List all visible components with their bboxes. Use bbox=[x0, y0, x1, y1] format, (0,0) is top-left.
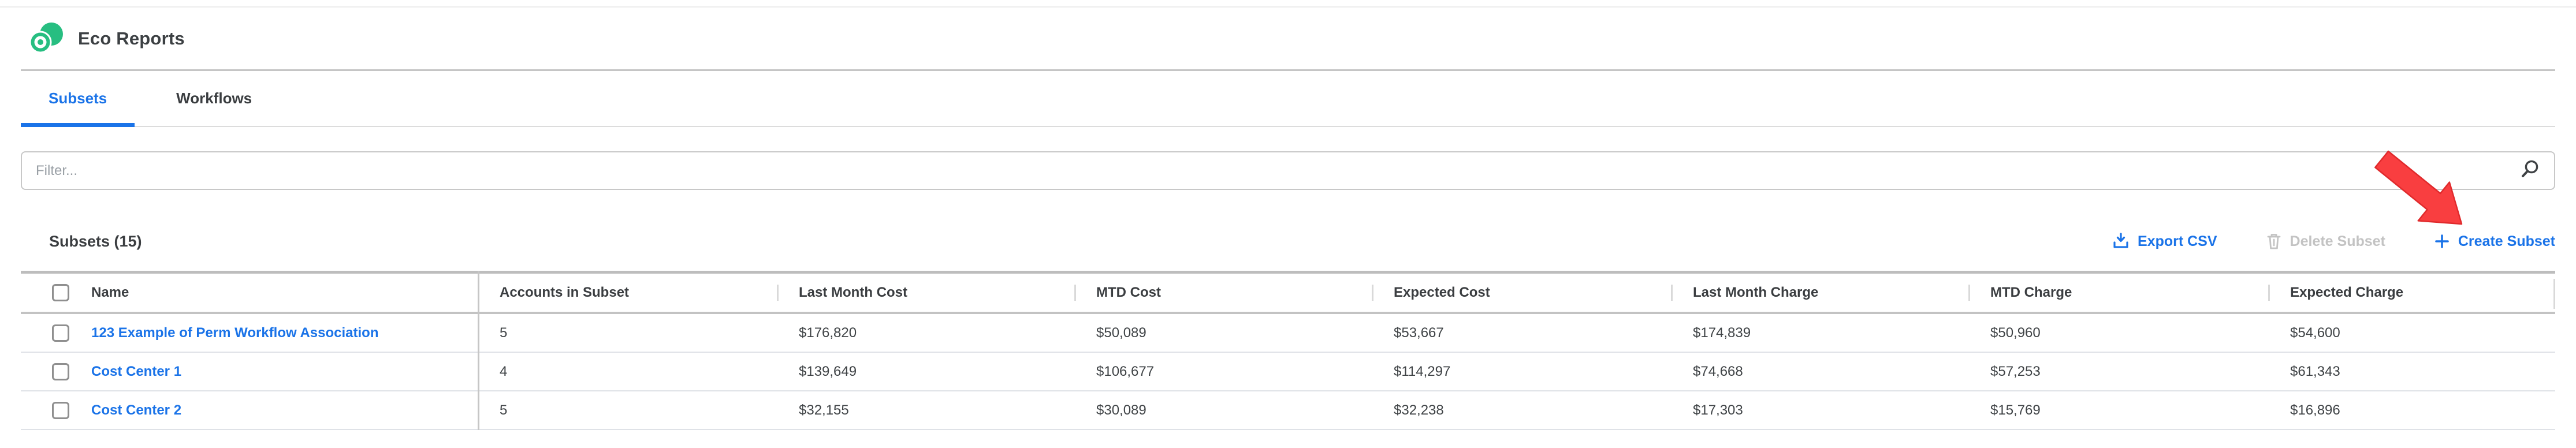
select-all-cell bbox=[21, 284, 81, 301]
subset-name-cell: 123 Example of Perm Workflow Association bbox=[81, 325, 478, 341]
column-header: Accounts in Subset bbox=[500, 285, 630, 300]
app-header: Eco Reports bbox=[21, 8, 2555, 71]
table-cell: $50,960 bbox=[1990, 324, 2041, 341]
table-cell: $57,253 bbox=[1990, 363, 2041, 379]
eco-reports-logo-icon bbox=[30, 22, 64, 55]
table-row: 123 Example of Perm Workflow Association… bbox=[21, 314, 2555, 353]
row-checkbox-cell bbox=[21, 401, 81, 419]
header-right-separator bbox=[2553, 279, 2555, 309]
row-checkbox[interactable] bbox=[52, 324, 69, 342]
delete-subset-button[interactable]: Delete Subset bbox=[2266, 232, 2385, 251]
column-header: Last Month Charge bbox=[1671, 285, 1968, 301]
subset-name-cell: Cost Center 2 bbox=[81, 402, 478, 419]
table-cell: $61,343 bbox=[2290, 363, 2340, 379]
download-icon bbox=[2112, 232, 2130, 251]
table-header-row: Name Accounts in Subset Last Month Cost MTD… bbox=[21, 271, 2555, 314]
table-cell: $30,089 bbox=[1096, 402, 1146, 418]
table-cell: 5 bbox=[500, 402, 508, 418]
table-cell: $15,769 bbox=[1990, 402, 2041, 418]
table-cell: $54,600 bbox=[2290, 324, 2340, 341]
column-header: Expected Charge bbox=[2268, 285, 2567, 301]
tab-subsets-label: Subsets bbox=[49, 89, 107, 107]
table-cell: $106,677 bbox=[1096, 363, 1155, 379]
table-row: Cost Center 2 5 $32,155 $30,089 $32,238 $17,… bbox=[21, 391, 2555, 430]
subset-name-link[interactable]: Cost Center 2 bbox=[91, 402, 182, 418]
subset-name-cell: Cost Center 1 bbox=[81, 364, 478, 380]
select-all-checkbox[interactable] bbox=[52, 284, 69, 301]
table-cell: $32,238 bbox=[1394, 402, 1444, 418]
subset-name-link[interactable]: Cost Center 1 bbox=[91, 363, 182, 379]
table-cell: $174,839 bbox=[1693, 324, 1751, 341]
trash-icon bbox=[2266, 232, 2282, 251]
column-header: Last Month Cost bbox=[777, 285, 1074, 301]
column-header: Name bbox=[91, 285, 129, 300]
page-title: Eco Reports bbox=[78, 28, 185, 48]
table-body: 123 Example of Perm Workflow Association… bbox=[21, 314, 2555, 430]
table-cell: 5 bbox=[500, 324, 508, 341]
table-cell: $139,649 bbox=[799, 363, 857, 379]
filter-bar bbox=[21, 151, 2555, 190]
table-cell: 4 bbox=[500, 363, 508, 379]
row-checkbox[interactable] bbox=[52, 401, 69, 419]
tab-bar: Subsets Workflows bbox=[21, 71, 2555, 127]
column-header: MTD Cost bbox=[1074, 285, 1372, 301]
filter-input[interactable] bbox=[21, 151, 2555, 190]
tab-subsets[interactable]: Subsets bbox=[21, 71, 135, 127]
table-cell: $17,303 bbox=[1693, 402, 1743, 418]
window-top-divider bbox=[0, 6, 2576, 8]
table-row: Cost Center 1 4 $139,649 $106,677 $114,297 $… bbox=[21, 353, 2555, 391]
table-toolbar: Subsets (15) Export CSV Delet bbox=[21, 225, 2555, 258]
search-icon bbox=[2518, 158, 2540, 183]
tab-workflows-label: Workflows bbox=[176, 89, 252, 107]
column-header: MTD Charge bbox=[1968, 285, 2268, 301]
delete-subset-label: Delete Subset bbox=[2290, 233, 2385, 249]
table-cell: $32,155 bbox=[799, 402, 849, 418]
table-cell: $16,896 bbox=[2290, 402, 2340, 418]
export-csv-button[interactable]: Export CSV bbox=[2112, 232, 2217, 251]
create-subset-button[interactable]: Create Subset bbox=[2434, 233, 2555, 250]
row-checkbox[interactable] bbox=[52, 363, 69, 380]
table-cell: $114,297 bbox=[1394, 363, 1451, 379]
column-header: Expected Cost bbox=[1372, 285, 1671, 301]
create-subset-label: Create Subset bbox=[2458, 233, 2555, 249]
name-column-divider bbox=[478, 271, 479, 430]
section-heading: Subsets (15) bbox=[49, 232, 142, 250]
row-checkbox-cell bbox=[21, 363, 81, 380]
plus-icon bbox=[2434, 233, 2450, 249]
table-cell: $74,668 bbox=[1693, 363, 1743, 379]
toolbar-button-group: Export CSV Delete Subset Create Subset bbox=[2112, 232, 2555, 251]
table-cell: $50,089 bbox=[1096, 324, 1146, 341]
row-checkbox-cell bbox=[21, 324, 81, 342]
export-csv-label: Export CSV bbox=[2138, 233, 2217, 249]
table-cell: $176,820 bbox=[799, 324, 857, 341]
tab-workflows[interactable]: Workflows bbox=[148, 71, 280, 126]
table-cell: $53,667 bbox=[1394, 324, 1444, 341]
subset-name-link[interactable]: 123 Example of Perm Workflow Association bbox=[91, 324, 379, 341]
subsets-table: Name Accounts in Subset Last Month Cost MTD… bbox=[21, 271, 2555, 430]
